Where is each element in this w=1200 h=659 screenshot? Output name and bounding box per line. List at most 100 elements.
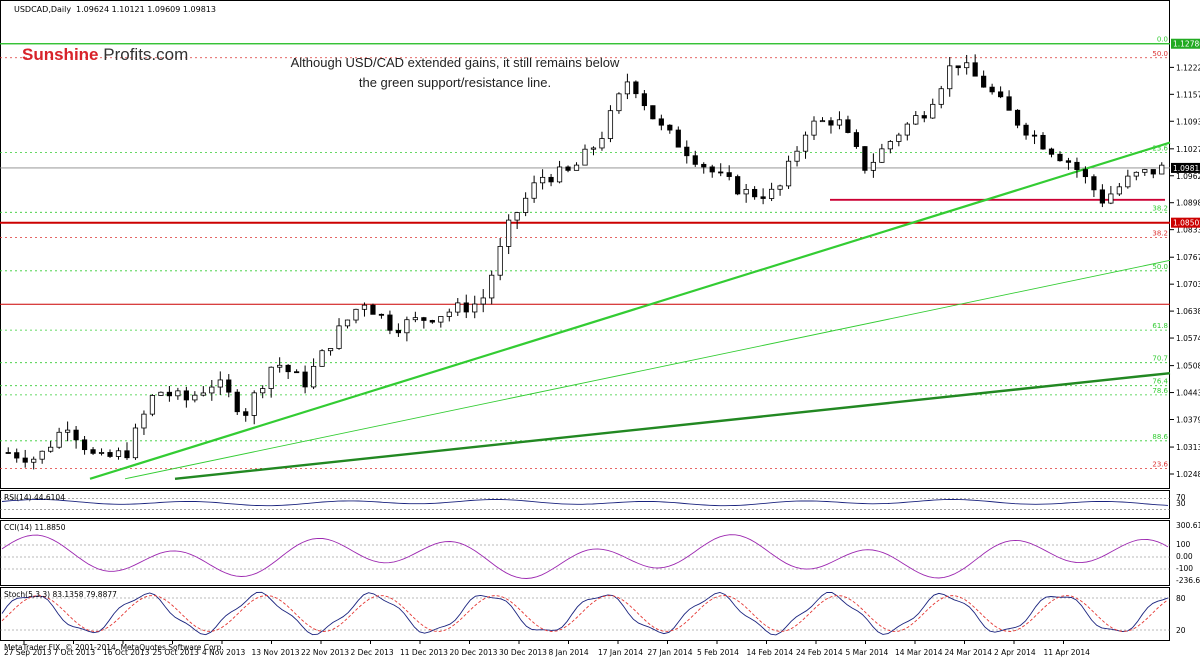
price-tick-label: 1.10930 [1176, 117, 1200, 126]
candle-body [370, 304, 376, 315]
candle-body [107, 452, 113, 457]
price-tag-box [1171, 38, 1200, 49]
candle-body [599, 138, 605, 149]
candle-body [1023, 124, 1029, 136]
price-tag-box [1171, 162, 1200, 173]
candle-body [480, 297, 486, 305]
candle-body [31, 458, 37, 463]
candle-body [1150, 169, 1156, 175]
time-tick-label: 27 Jan 2014 [648, 648, 693, 657]
candle-body [1074, 161, 1080, 170]
candle-body [709, 166, 715, 173]
candle-body [794, 150, 800, 162]
price-tick-label: 1.05080 [1176, 362, 1200, 371]
fib-level-label: 50.0 [1152, 50, 1168, 58]
candle-body [395, 329, 402, 334]
candle-body [166, 391, 172, 397]
price-tick-label: 1.11575 [1176, 90, 1200, 99]
candle-body [938, 88, 944, 105]
time-tick-label: 2 Apr 2014 [994, 648, 1036, 657]
ohlc-values: 1.09624 1.10121 1.09609 1.09813 [76, 5, 216, 14]
candle-body [828, 120, 834, 126]
candle-body [1065, 160, 1072, 163]
cci-level-label: -236.6764 [1176, 576, 1200, 585]
candle-body [310, 365, 317, 388]
symbol-label: USDCAD,Daily [14, 5, 71, 14]
rsi-line [1, 499, 1169, 507]
rsi-panel-frame [0, 490, 1170, 519]
candle-body [353, 308, 359, 321]
time-tick-label: 16 Oct 2013 [103, 648, 150, 657]
candle-body [98, 452, 105, 454]
fib-level-label: 61.8 [1152, 322, 1168, 330]
candle-body [1091, 176, 1097, 191]
candle-body [234, 391, 240, 413]
candle-body [1116, 186, 1122, 195]
stoch-main-line [1, 591, 1169, 636]
candle-body [658, 118, 664, 126]
candle-body [472, 303, 478, 313]
time-tick-label: 13 Nov 2013 [252, 648, 300, 657]
candle-body [124, 450, 130, 459]
time-tick-label: 14 Feb 2014 [747, 648, 794, 657]
candle-body [955, 65, 961, 69]
cci-level-label: 100 [1176, 540, 1191, 549]
candle-body [404, 319, 410, 334]
fib-level-label: 78.6 [1152, 387, 1168, 395]
candle-body [378, 313, 385, 316]
candle-body [913, 115, 919, 125]
candle-body [489, 274, 495, 299]
time-tick-label: 7 Oct 2013 [54, 648, 96, 657]
candle-body [862, 146, 868, 171]
candle-body [819, 120, 826, 123]
time-tick-label: 11 Dec 2013 [400, 648, 448, 657]
candle-body [523, 197, 529, 213]
copyright-text: MetaTrader FIX, © 2001-2014, MetaQuotes … [4, 643, 224, 652]
time-tick-label: 24 Feb 2014 [796, 648, 843, 657]
price-tick-label: 1.09625 [1176, 172, 1200, 181]
candle-body [1006, 96, 1012, 111]
candle-body [870, 161, 876, 171]
candle-body [641, 93, 647, 107]
axis-layer: 1.12220 1.11575 1.10930 1.10270 1.09625 1.089… [4, 38, 1200, 657]
candle-body [785, 160, 792, 187]
price-tick-label: 1.03130 [1176, 443, 1200, 452]
candle-body [285, 364, 291, 373]
candle-body [1125, 175, 1131, 188]
price-tick-label: 1.10270 [1176, 145, 1200, 154]
candle-body [73, 429, 79, 441]
time-tick-label: 17 Jan 2014 [598, 648, 643, 657]
candle-body [760, 196, 766, 199]
candle-body [701, 163, 707, 168]
candle-body [616, 93, 622, 112]
candle-body [209, 386, 215, 394]
candle-body [421, 317, 427, 321]
candle-body [777, 185, 783, 190]
price-tick-label: 1.07030 [1176, 280, 1200, 289]
candle-body [1057, 153, 1063, 162]
trendline-layer [89, 141, 1171, 481]
candle-body [573, 164, 580, 171]
candle-body [675, 129, 681, 148]
fib-level-label: 50.0 [1152, 263, 1168, 271]
cci-level-label: -100 [1176, 564, 1193, 573]
candle-body [836, 119, 843, 126]
candle-body [200, 392, 206, 396]
time-tick-label: 4 Nov 2013 [202, 648, 245, 657]
annotation-line2: the green support/resistance line. [358, 75, 552, 90]
candle-body [590, 147, 597, 150]
time-tick-label: 30 Dec 2013 [499, 648, 547, 657]
candle-body [768, 188, 775, 199]
time-tick-label: 2 Dec 2013 [351, 648, 394, 657]
price-tick-label: 1.04435 [1176, 389, 1200, 398]
candle-body [811, 120, 817, 136]
stoch-signal-line [1, 595, 1169, 632]
candle-body [582, 148, 588, 166]
candle-body [548, 176, 554, 183]
time-tick-label: 5 Mar 2014 [846, 648, 889, 657]
fib-level-label: 70.7 [1152, 355, 1168, 363]
time-tick-label: 20 Dec 2013 [450, 648, 498, 657]
logo-part2: Profits.com [103, 45, 189, 64]
